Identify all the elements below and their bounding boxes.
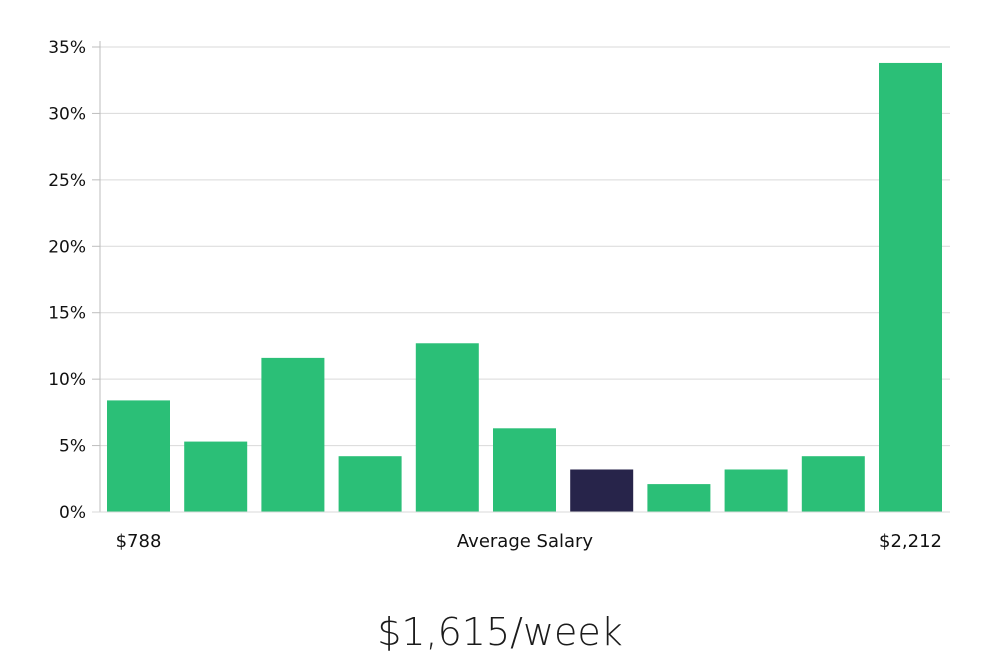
bar: [647, 484, 711, 512]
chart-svg: 0% 5% 10% 15% 20% 25% 30% 35% $788 Average Sala…: [48, 38, 950, 552]
bar: [493, 428, 556, 512]
y-tick-label: 25%: [48, 171, 86, 191]
bar: [261, 357, 325, 512]
y-axis-ticks: 0% 5% 10% 15% 20% 25% 30% 35%: [48, 38, 100, 523]
y-tick-label: 10%: [48, 370, 86, 390]
bar: [107, 400, 170, 512]
y-tick-label: 35%: [48, 38, 86, 58]
y-tick-label: 15%: [48, 304, 86, 324]
x-label-min: $788: [116, 531, 162, 552]
x-label-max: $2,212: [879, 531, 942, 552]
y-tick-label: 30%: [48, 104, 86, 124]
bar: [338, 456, 402, 512]
bar-highlighted: [570, 469, 634, 512]
bar: [184, 441, 248, 512]
bar: [724, 469, 788, 512]
bar: [879, 62, 942, 512]
bar: [801, 456, 865, 512]
y-tick-label: 5%: [59, 437, 86, 457]
bars: [107, 62, 942, 512]
bar: [415, 343, 479, 512]
y-tick-label: 20%: [48, 237, 86, 257]
x-axis-title: Average Salary: [457, 531, 594, 552]
gridlines: [100, 46, 950, 447]
average-weekly-salary: $1,615/week: [377, 610, 623, 654]
y-tick-label: 0%: [59, 503, 86, 523]
